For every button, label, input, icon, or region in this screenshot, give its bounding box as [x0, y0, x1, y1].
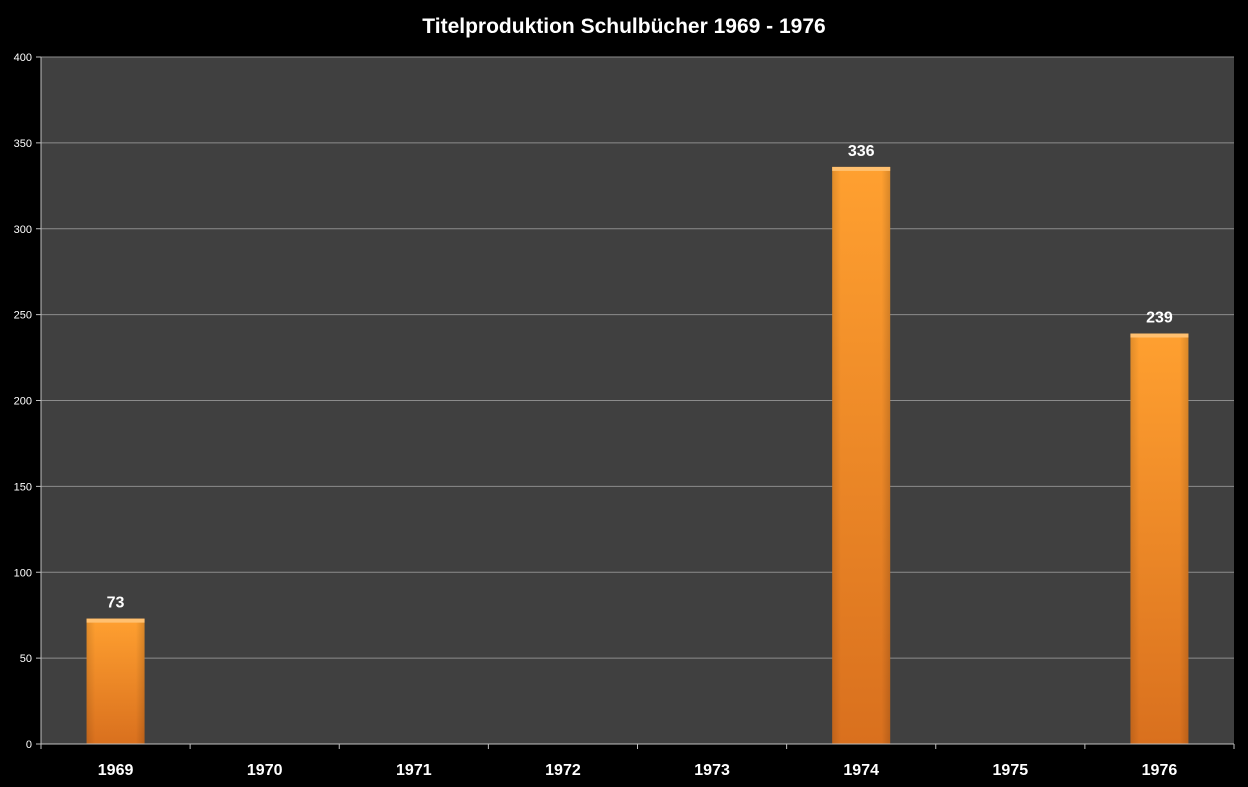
bar-top-edge [86, 618, 145, 623]
x-tick-label: 1974 [843, 762, 879, 779]
y-tick-label: 200 [14, 396, 32, 408]
x-tick-label: 1976 [1142, 762, 1178, 779]
x-tick-label: 1973 [694, 762, 730, 779]
y-tick-label: 250 [14, 310, 32, 322]
bar-shading [86, 618, 145, 744]
labels: 0 50 100 150 200 250 300 350 400 1969 1970 1971 1972… [14, 52, 1178, 779]
y-tick-label: 150 [14, 481, 32, 493]
x-tick-label: 1971 [396, 762, 432, 779]
y-tick-label: 350 [14, 138, 32, 150]
y-tick-label: 300 [14, 224, 32, 236]
bar-top-edge [1130, 333, 1189, 338]
x-tick-label: 1975 [993, 762, 1029, 779]
data-label: 73 [107, 595, 125, 612]
bar-shading [832, 166, 891, 745]
data-label: 239 [1146, 310, 1173, 327]
chart-title: Titelproduktion Schulbücher 1969 - 1976 [422, 15, 825, 38]
x-tick-label: 1970 [247, 762, 283, 779]
x-tick-label: 1969 [98, 762, 134, 779]
y-tick-label: 400 [14, 52, 32, 64]
y-tick-label: 100 [14, 567, 32, 579]
bar-top-edge [832, 166, 891, 171]
bar-shading [1130, 333, 1189, 744]
bars [86, 166, 1189, 745]
axes [36, 56, 1235, 749]
y-tick-label: 0 [26, 739, 32, 751]
y-tick-label: 50 [20, 653, 32, 665]
gridlines [41, 56, 1234, 659]
data-label: 336 [848, 143, 875, 160]
x-tick-label: 1972 [545, 762, 581, 779]
